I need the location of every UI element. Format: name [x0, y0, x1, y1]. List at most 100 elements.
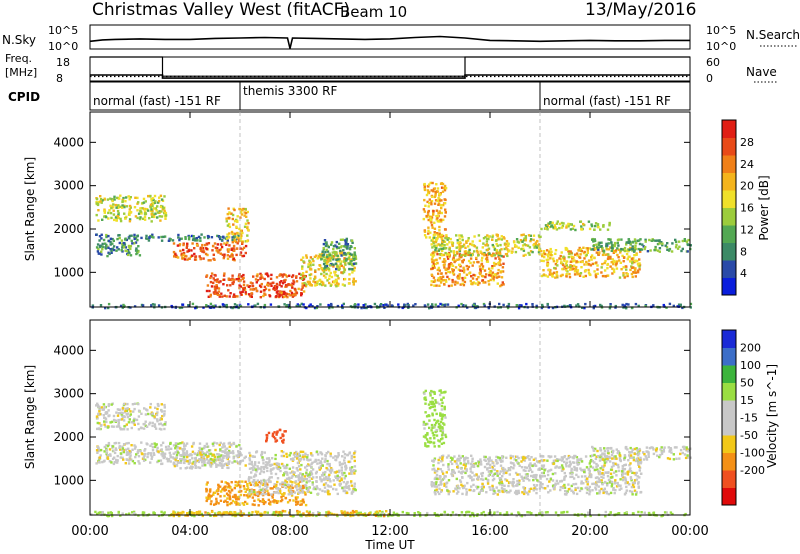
velocity-cell — [636, 475, 639, 478]
power-cell — [119, 205, 122, 208]
power-cell — [563, 265, 566, 268]
power-cell — [281, 282, 285, 285]
velocity-cell — [98, 449, 101, 452]
velocity-cell — [97, 427, 100, 430]
power-cell — [425, 193, 429, 197]
power-cell — [339, 264, 342, 267]
velocity-cell — [266, 461, 269, 464]
power-cell — [432, 213, 435, 216]
power-cell — [482, 253, 485, 256]
power-cell — [249, 288, 252, 291]
velocity-cell — [495, 455, 498, 459]
power-cell — [230, 252, 234, 256]
power-cell — [233, 232, 237, 235]
velocity-cell — [507, 484, 510, 488]
power-cell — [610, 241, 613, 244]
velocity-cell — [572, 477, 576, 480]
power-cell — [656, 242, 660, 246]
power-cell — [95, 213, 98, 217]
power-cell — [593, 239, 597, 243]
power-cell — [607, 248, 610, 251]
velocity-cell — [323, 460, 326, 463]
power-cell — [160, 198, 164, 201]
power-cell — [324, 256, 327, 259]
velocity-cell — [433, 423, 437, 427]
power-cell — [546, 263, 550, 266]
power-cell — [231, 274, 234, 277]
power-cell — [459, 283, 462, 286]
velocity-cell — [266, 489, 269, 492]
velocity-cell — [204, 464, 207, 467]
power-cell — [606, 267, 609, 270]
velocity-cell — [174, 444, 178, 447]
power-cell — [250, 295, 253, 298]
velocity-cell — [280, 496, 283, 499]
velocity-cell — [235, 445, 238, 448]
power-cell — [459, 265, 462, 268]
power-cell — [186, 242, 189, 245]
velocity-cell — [615, 463, 618, 466]
power-cell — [205, 274, 209, 277]
velocity-cell — [326, 468, 329, 471]
velocity-cell — [113, 451, 117, 455]
velocity-cell — [598, 490, 602, 493]
velocity-cell — [602, 489, 605, 492]
power-cell — [456, 241, 459, 245]
power-cell — [110, 251, 113, 254]
power-cell — [535, 304, 538, 308]
power-cell — [206, 253, 209, 257]
velocity-cell — [343, 486, 346, 489]
power-cell — [227, 216, 230, 220]
power-cell — [584, 274, 587, 278]
nsky-trace — [89, 35, 690, 49]
power-cell — [437, 243, 440, 246]
power-cell — [587, 259, 591, 262]
power-cell — [627, 303, 630, 306]
velocity-cell — [216, 453, 219, 456]
power-cell — [113, 198, 116, 201]
velocity-cell — [455, 462, 458, 465]
velocity-cell — [259, 467, 262, 470]
power-cell — [584, 269, 587, 272]
velocity-cell — [153, 445, 157, 449]
power-cell — [278, 281, 282, 284]
power-cell — [345, 259, 348, 262]
power-cell — [425, 236, 428, 239]
velocity-cell — [323, 490, 327, 493]
velocity-cell — [264, 492, 268, 496]
velocity-cell — [609, 472, 613, 475]
velocity-cell — [282, 441, 285, 444]
velocity-cell — [311, 483, 314, 486]
power-cell — [432, 262, 435, 266]
velocity-cell — [132, 419, 135, 422]
power-cell — [134, 215, 138, 218]
power-cell — [627, 241, 631, 244]
power-cell — [522, 239, 526, 242]
velocity-cell — [269, 480, 272, 484]
power-cell — [578, 274, 582, 277]
velocity-cell — [294, 452, 298, 455]
velocity-cell — [226, 466, 229, 469]
power-cell — [108, 252, 111, 256]
velocity-cell — [294, 480, 297, 483]
power-cell — [335, 240, 338, 244]
velocity-cell — [248, 451, 251, 455]
power-cell — [123, 243, 127, 246]
power-cell — [129, 206, 132, 209]
velocity-cell — [239, 485, 242, 489]
power-cell — [351, 271, 354, 274]
power-cell — [555, 222, 559, 225]
power-cell — [465, 264, 468, 268]
velocity-cell — [204, 452, 207, 455]
velocity-cell — [431, 468, 434, 471]
power-cell — [223, 272, 226, 275]
power-cell — [123, 205, 126, 209]
velocity-cell — [283, 481, 287, 484]
velocity-cell — [162, 414, 166, 417]
power-cell — [499, 243, 502, 247]
velocity-cell — [327, 478, 330, 481]
velocity-cell — [336, 477, 339, 480]
velocity-cell — [270, 472, 273, 475]
velocity-cell — [228, 445, 231, 448]
velocity-cell — [267, 493, 271, 497]
